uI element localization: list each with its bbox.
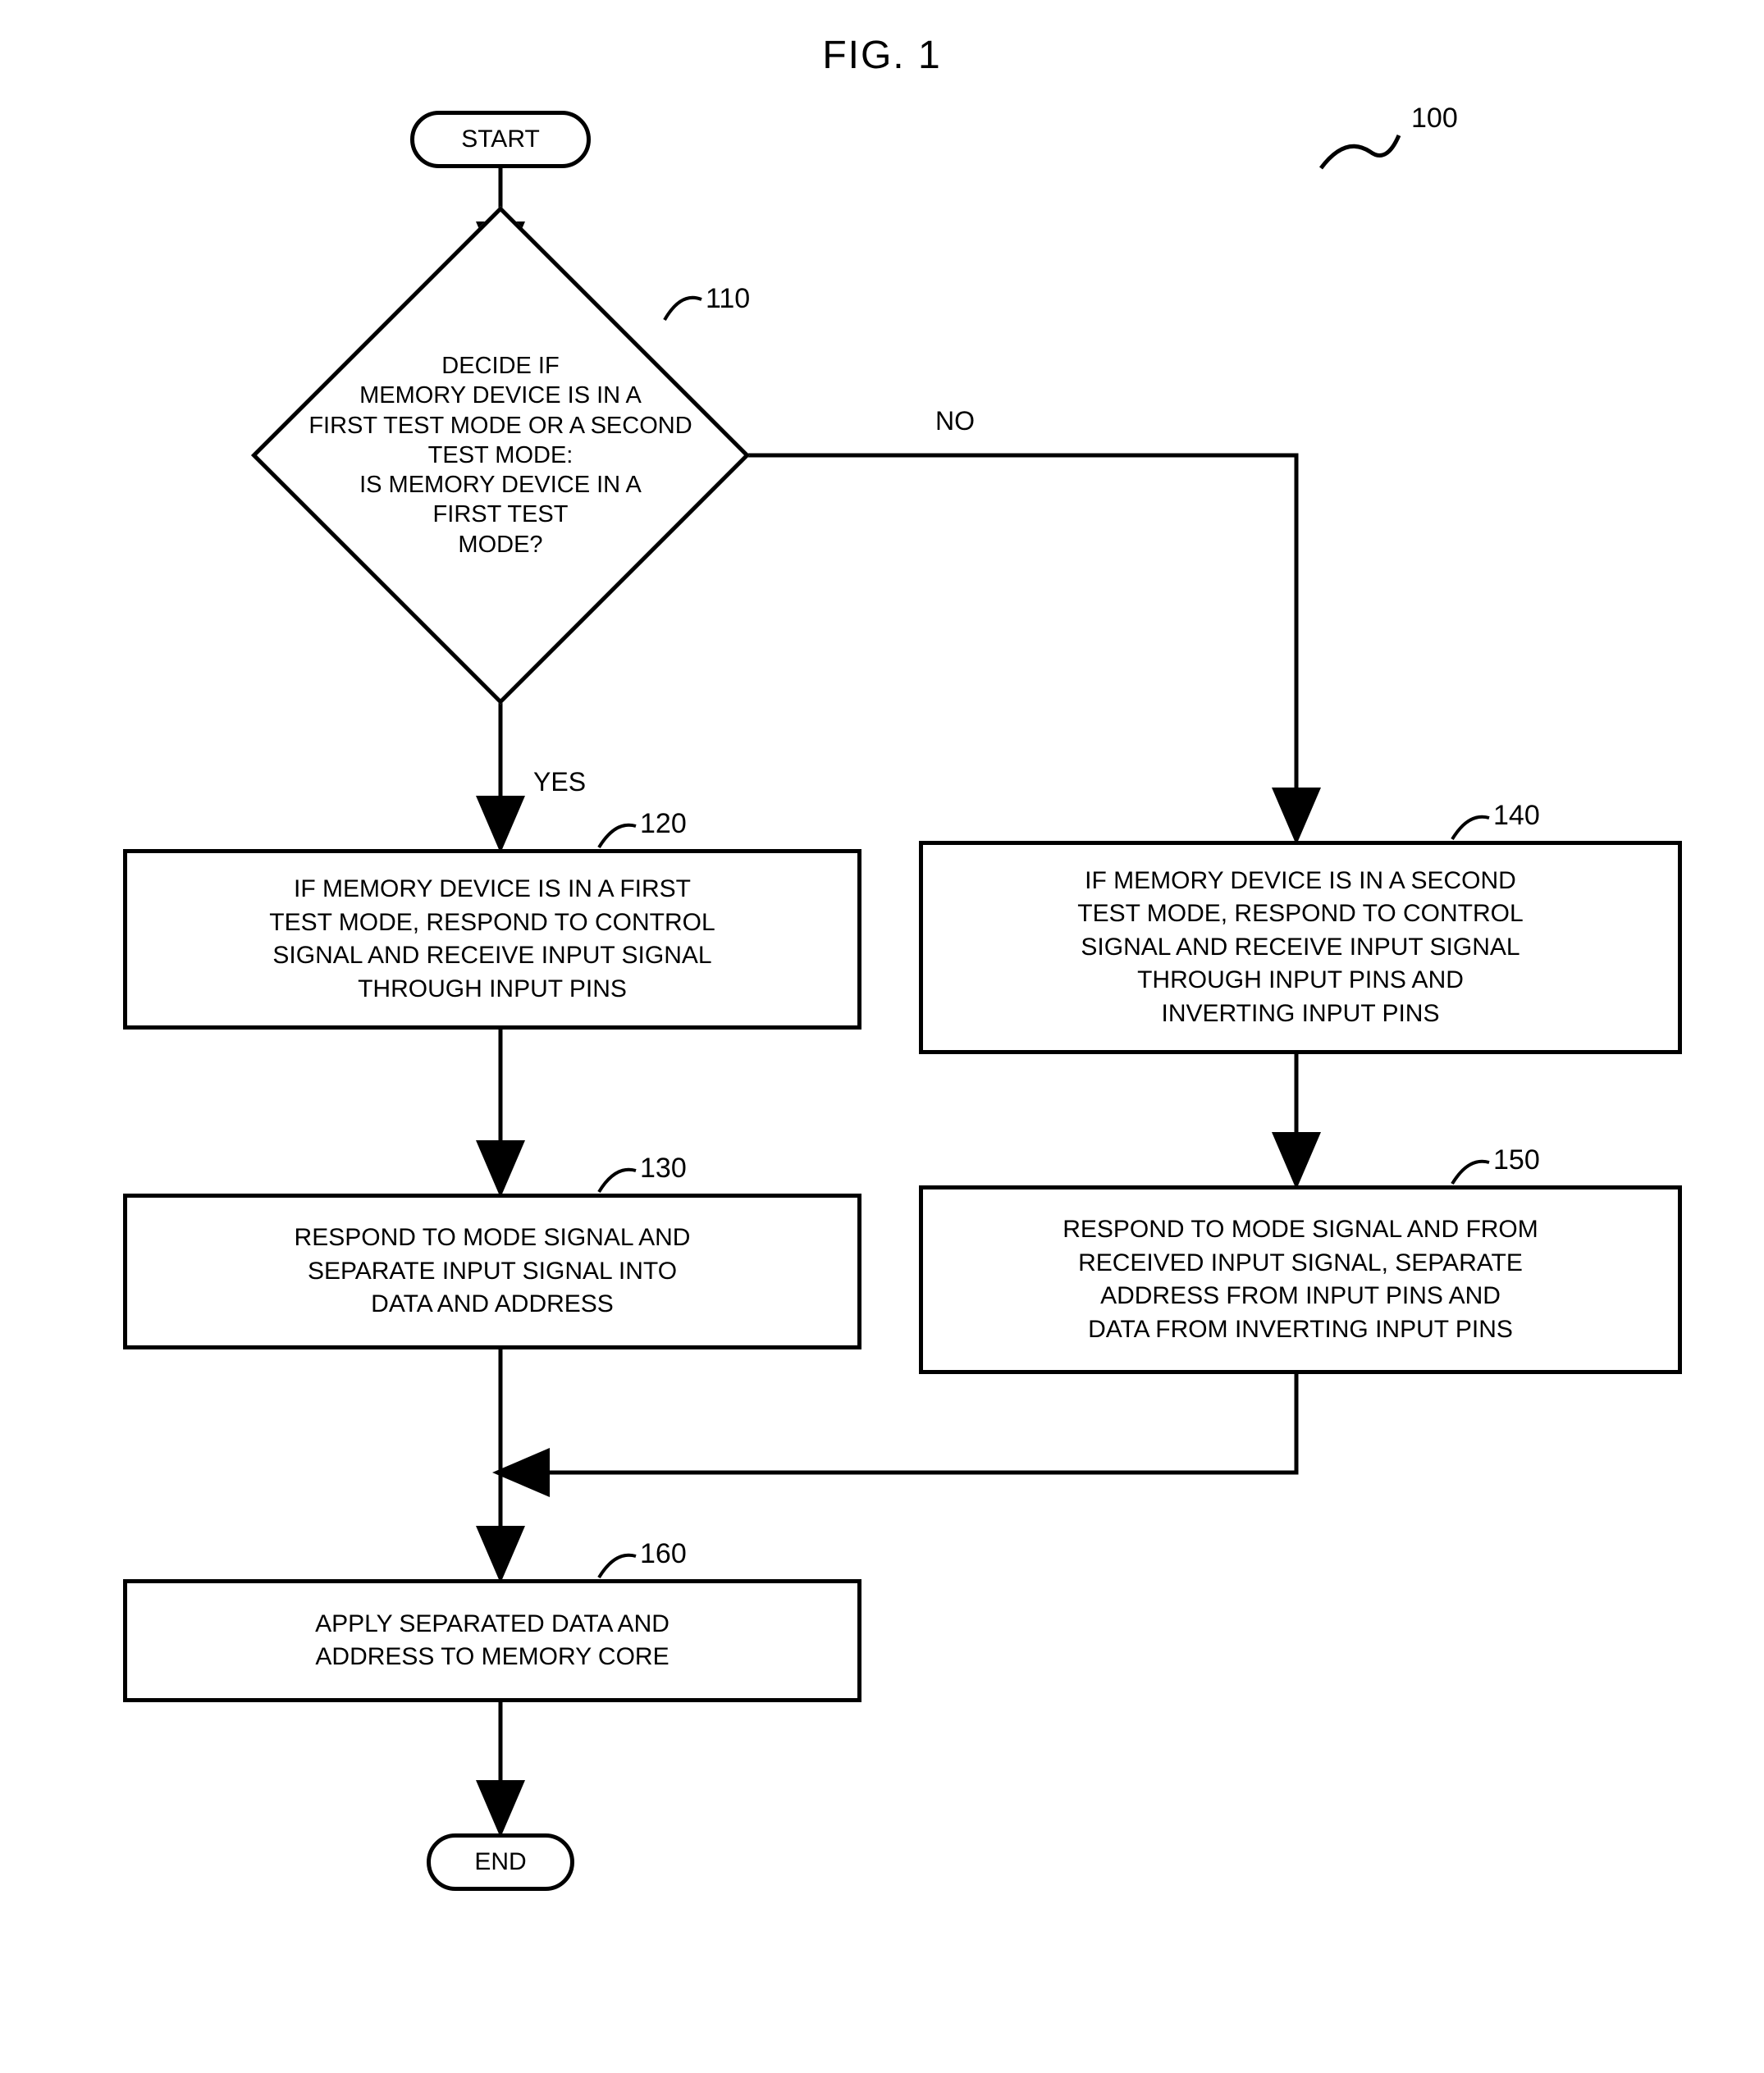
ref-160: 160 <box>640 1538 687 1570</box>
ref-140: 140 <box>1493 800 1540 832</box>
process-140: IF MEMORY DEVICE IS IN A SECOND TEST MOD… <box>919 841 1682 1054</box>
ref-120: 120 <box>640 808 687 840</box>
ref-110: 110 <box>706 283 750 315</box>
process-130: RESPOND TO MODE SIGNAL AND SEPARATE INPU… <box>123 1194 861 1349</box>
process-160: APPLY SEPARATED DATA AND ADDRESS TO MEMO… <box>123 1579 861 1702</box>
process-150: RESPOND TO MODE SIGNAL AND FROM RECEIVED… <box>919 1185 1682 1374</box>
terminal-start: START <box>410 111 591 168</box>
end-text: END <box>474 1848 526 1876</box>
terminal-end: END <box>427 1833 574 1891</box>
figure-title: FIG. 1 <box>33 33 1731 78</box>
ref-swoosh-130 <box>595 1161 644 1198</box>
decision-110: DECIDE IF MEMORY DEVICE IS IN A FIRST TE… <box>324 279 677 632</box>
edge-label-yes: YES <box>533 767 586 797</box>
ref-150: 150 <box>1493 1144 1540 1176</box>
ref-swoosh-120 <box>595 816 644 853</box>
process-120: IF MEMORY DEVICE IS IN A FIRST TEST MODE… <box>123 849 861 1030</box>
start-text: START <box>461 126 540 153</box>
edge-label-no: NO <box>935 406 975 436</box>
decision-110-text: DECIDE IF MEMORY DEVICE IS IN A FIRST TE… <box>254 351 747 559</box>
ref-swoosh-150 <box>1448 1153 1497 1189</box>
ref-swoosh-140 <box>1448 808 1497 845</box>
ref-main-label: 100 <box>1411 103 1458 135</box>
ref-130: 130 <box>640 1153 687 1185</box>
ref-swoosh-160 <box>595 1546 644 1583</box>
flowchart-canvas: 100 START DECIDE IF MEMORY DEVICE IS IN … <box>33 94 1731 2022</box>
